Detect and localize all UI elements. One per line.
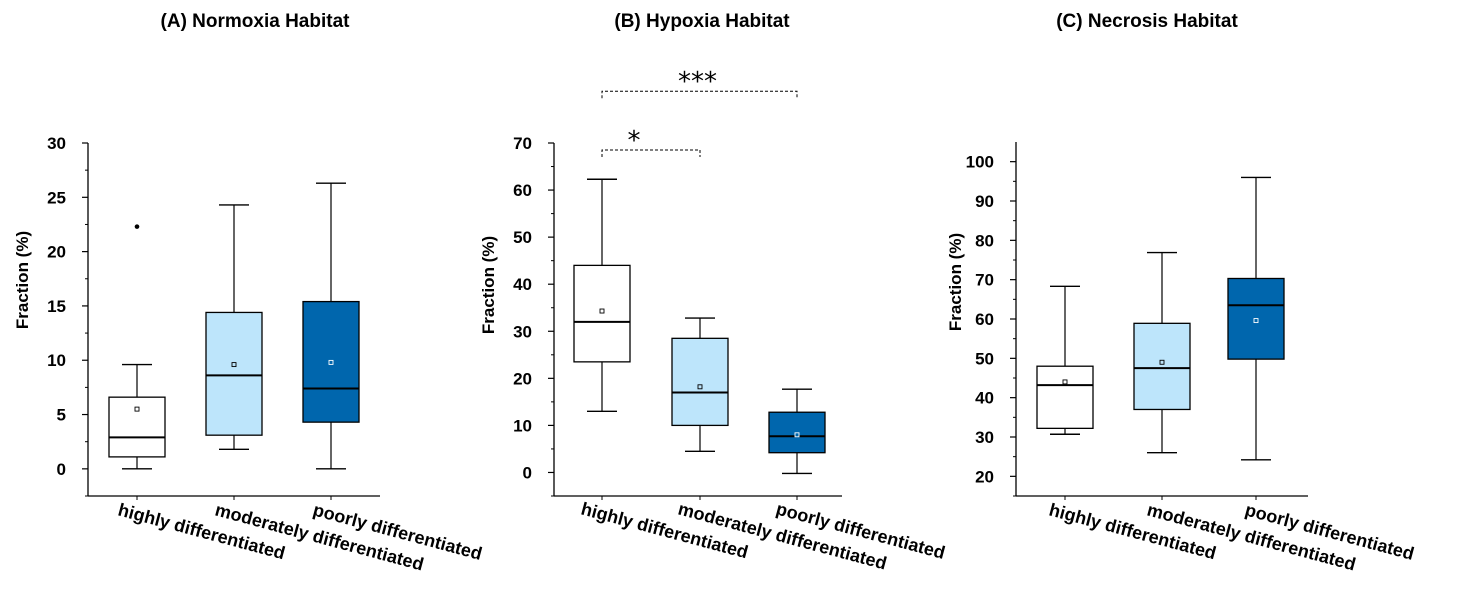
y-tick-label: 20: [513, 369, 532, 388]
panel-title: (A) Normoxia Habitat: [161, 11, 351, 32]
y-tick-label: 30: [975, 428, 994, 447]
y-tick-label: 30: [513, 322, 532, 341]
box-moderately: [671, 337, 729, 427]
mean-marker: [1253, 318, 1259, 324]
mean-marker: [794, 432, 800, 438]
y-tick-label: 10: [513, 416, 532, 435]
y-tick-label: 15: [47, 297, 66, 316]
y-tick-label: 0: [57, 460, 66, 479]
y-tick-label: 40: [513, 275, 532, 294]
y-tick-label: 100: [966, 153, 994, 172]
panel-normoxia: (A) Normoxia Habitat Fraction (%) 0 5 10 15…: [13, 11, 484, 575]
y-tick-label: 0: [523, 463, 532, 482]
significance-bracket: [601, 90, 798, 99]
plot-area: 20 30 40 50 60 70 80 90 100: [966, 142, 1308, 500]
y-tick-label: 20: [47, 243, 66, 262]
mean-marker: [599, 308, 605, 314]
panel-necrosis: (C) Necrosis Habitat Fraction (%) 20 30 40…: [946, 11, 1416, 575]
mean-marker: [328, 359, 334, 365]
significance-bracket: [601, 149, 701, 158]
y-tick-label: 70: [975, 271, 994, 290]
mean-marker: [1062, 379, 1068, 385]
panel-hypoxia: (B) Hypoxia Habitat Fraction (%) 0 10 20 30…: [479, 11, 947, 574]
significance-label: ***: [678, 67, 717, 97]
y-axis-label: Fraction (%): [13, 231, 32, 329]
box-highly: [1036, 365, 1094, 429]
y-tick-label: 5: [57, 406, 66, 425]
y-tick-label: 60: [975, 310, 994, 329]
y-tick-label: 60: [513, 181, 532, 200]
y-axis-label: Fraction (%): [946, 233, 965, 331]
y-tick-label: 70: [513, 134, 532, 153]
panel-title: (C) Necrosis Habitat: [1056, 11, 1238, 32]
significance-label: *: [628, 126, 641, 156]
y-tick-label: 30: [47, 134, 66, 153]
mean-marker: [1159, 359, 1165, 365]
y-tick-label: 10: [47, 351, 66, 370]
outlier-point: [134, 224, 140, 229]
y-tick-label: 20: [975, 467, 994, 486]
box-highly: [108, 396, 166, 458]
mean-marker: [231, 362, 237, 368]
mean-marker: [697, 384, 703, 390]
y-tick-label: 40: [975, 389, 994, 408]
box-highly: [573, 264, 631, 363]
mean-marker: [134, 406, 140, 412]
box-moderately: [205, 311, 263, 436]
y-tick-label: 80: [975, 231, 994, 250]
box-moderately: [1133, 322, 1191, 411]
y-tick-label: 25: [47, 188, 66, 207]
y-tick-label: 50: [513, 228, 532, 247]
y-tick-label: 50: [975, 349, 994, 368]
y-axis-label: Fraction (%): [479, 236, 498, 334]
plot-area: 0 5 10 15 20 25 30: [47, 134, 380, 500]
panel-title: (B) Hypoxia Habitat: [614, 11, 790, 32]
y-tick-label: 90: [975, 192, 994, 211]
